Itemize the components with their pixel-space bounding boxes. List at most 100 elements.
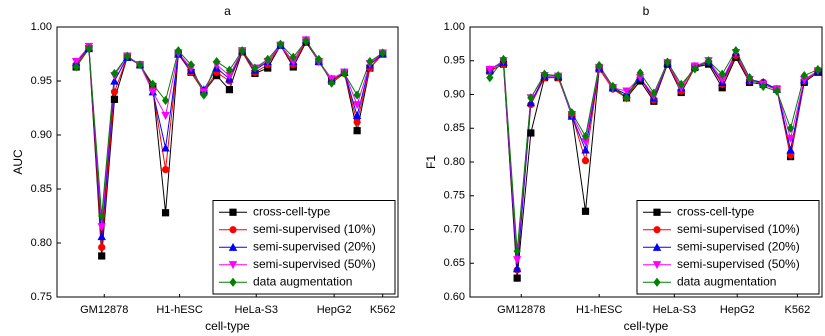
marker bbox=[229, 277, 237, 287]
marker bbox=[327, 78, 336, 88]
marker bbox=[759, 81, 767, 91]
marker bbox=[340, 68, 348, 79]
legend-label: semi-supervised (50%) bbox=[253, 257, 376, 271]
marker bbox=[264, 54, 272, 64]
marker bbox=[97, 232, 106, 241]
y-axis-label: F1 bbox=[424, 155, 438, 169]
legend-label: semi-supervised (10%) bbox=[677, 222, 800, 236]
plot-frame bbox=[469, 26, 823, 298]
marker bbox=[379, 48, 387, 58]
marker bbox=[512, 264, 522, 273]
x-tick-label: H1-hESC bbox=[576, 304, 623, 316]
marker bbox=[677, 79, 685, 89]
marker bbox=[581, 131, 590, 141]
marker bbox=[786, 123, 795, 133]
marker bbox=[353, 90, 361, 100]
marker bbox=[228, 242, 238, 251]
marker bbox=[718, 69, 726, 79]
marker bbox=[353, 127, 361, 135]
marker bbox=[650, 88, 658, 98]
marker bbox=[581, 157, 590, 165]
x-tick-label: HepG2 bbox=[317, 304, 352, 316]
marker bbox=[110, 95, 119, 103]
marker bbox=[352, 111, 362, 120]
marker bbox=[663, 57, 672, 67]
marker bbox=[652, 242, 662, 251]
legend-label: semi-supervised (10%) bbox=[253, 222, 376, 236]
marker bbox=[653, 226, 661, 234]
marker bbox=[718, 76, 727, 85]
marker bbox=[786, 134, 795, 143]
marker bbox=[98, 211, 106, 221]
legend-label: semi-supervised (50%) bbox=[677, 257, 800, 271]
marker bbox=[187, 60, 195, 70]
chart-title: a bbox=[224, 4, 231, 18]
legend-label: semi-supervised (20%) bbox=[253, 239, 376, 253]
marker bbox=[123, 51, 131, 61]
marker bbox=[540, 69, 549, 79]
y-tick-label: 1.00 bbox=[31, 21, 52, 33]
marker bbox=[513, 274, 521, 282]
marker bbox=[98, 252, 106, 260]
marker bbox=[302, 36, 310, 46]
marker bbox=[148, 88, 157, 97]
x-tick-label: HeLa-S3 bbox=[653, 304, 696, 316]
marker bbox=[622, 87, 631, 96]
marker bbox=[773, 86, 781, 96]
marker bbox=[595, 60, 603, 71]
x-tick-label: K562 bbox=[785, 304, 811, 316]
marker bbox=[636, 68, 644, 78]
marker bbox=[98, 243, 106, 251]
marker bbox=[800, 71, 808, 81]
marker bbox=[786, 145, 795, 154]
marker bbox=[352, 101, 362, 110]
marker bbox=[691, 64, 699, 74]
marker bbox=[485, 65, 495, 74]
marker bbox=[225, 72, 234, 80]
marker bbox=[315, 54, 323, 64]
y-tick-label: 0.85 bbox=[444, 122, 465, 134]
legend-label: cross-cell-type bbox=[253, 204, 331, 218]
legend-label: data augmentation bbox=[253, 274, 352, 288]
marker bbox=[225, 65, 234, 75]
marker bbox=[581, 138, 590, 147]
legend-label: cross-cell-type bbox=[677, 204, 755, 218]
marker bbox=[499, 54, 508, 64]
x-tick-label: HeLa-S3 bbox=[235, 304, 278, 316]
legend-label: data augmentation bbox=[677, 274, 776, 288]
marker bbox=[110, 76, 119, 85]
marker bbox=[513, 246, 521, 256]
marker bbox=[568, 108, 576, 118]
x-tick-label: GM12878 bbox=[80, 304, 128, 316]
marker bbox=[486, 73, 494, 83]
y-tick-label: 0.95 bbox=[444, 55, 465, 67]
marker bbox=[251, 63, 259, 73]
y-tick-label: 0.80 bbox=[444, 156, 465, 168]
x-tick-label: HepG2 bbox=[720, 304, 755, 316]
marker bbox=[228, 261, 238, 270]
marker bbox=[213, 56, 221, 67]
marker bbox=[97, 223, 106, 232]
marker bbox=[161, 165, 170, 174]
marker bbox=[229, 226, 237, 234]
y-tick-label: 0.90 bbox=[444, 88, 465, 100]
marker bbox=[732, 46, 740, 56]
marker bbox=[200, 90, 208, 100]
marker bbox=[609, 81, 617, 91]
y-tick-label: 0.75 bbox=[31, 291, 52, 303]
y-tick-label: 0.65 bbox=[444, 257, 465, 269]
marker bbox=[136, 60, 144, 70]
marker bbox=[653, 277, 661, 287]
marker bbox=[814, 64, 822, 75]
marker bbox=[161, 209, 170, 217]
marker bbox=[527, 93, 535, 103]
y-tick-label: 0.80 bbox=[31, 237, 52, 249]
y-tick-label: 0.85 bbox=[31, 183, 52, 195]
x-tick-label: GM12878 bbox=[497, 304, 545, 316]
marker bbox=[238, 46, 246, 56]
marker bbox=[652, 261, 662, 270]
marker bbox=[353, 118, 361, 126]
marker bbox=[527, 129, 535, 137]
marker bbox=[581, 145, 590, 154]
